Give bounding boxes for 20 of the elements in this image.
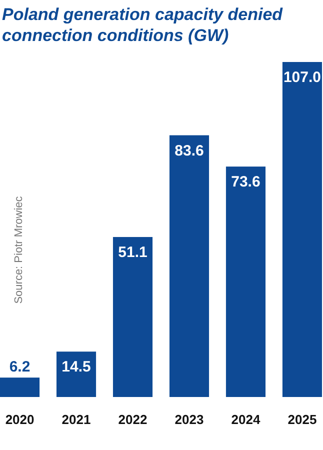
x-tick-label: 2023 bbox=[174, 412, 204, 428]
data-label: 83.6 bbox=[174, 142, 204, 160]
bar bbox=[169, 135, 210, 397]
bar bbox=[282, 62, 322, 397]
data-label: 73.6 bbox=[231, 174, 260, 191]
bar bbox=[56, 352, 96, 397]
data-label: 6.2 bbox=[9, 358, 30, 376]
bar bbox=[0, 378, 40, 397]
x-tick-label: 2021 bbox=[62, 412, 91, 428]
x-tick-label: 2025 bbox=[288, 412, 317, 428]
data-label: 107.0 bbox=[283, 69, 321, 86]
x-tick-label: 2022 bbox=[118, 412, 148, 428]
bar bbox=[112, 237, 153, 397]
data-label: 51.1 bbox=[118, 244, 148, 262]
x-tick-label: 2020 bbox=[5, 412, 34, 428]
chart-title: Poland generation capacity denied connection conditions (GW) bbox=[2, 5, 284, 45]
data-label: 14.5 bbox=[62, 358, 91, 376]
annotation: Source: Piotr Mrowiec bbox=[13, 196, 25, 304]
bar bbox=[226, 166, 266, 397]
x-tick-label: 2024 bbox=[231, 412, 261, 428]
